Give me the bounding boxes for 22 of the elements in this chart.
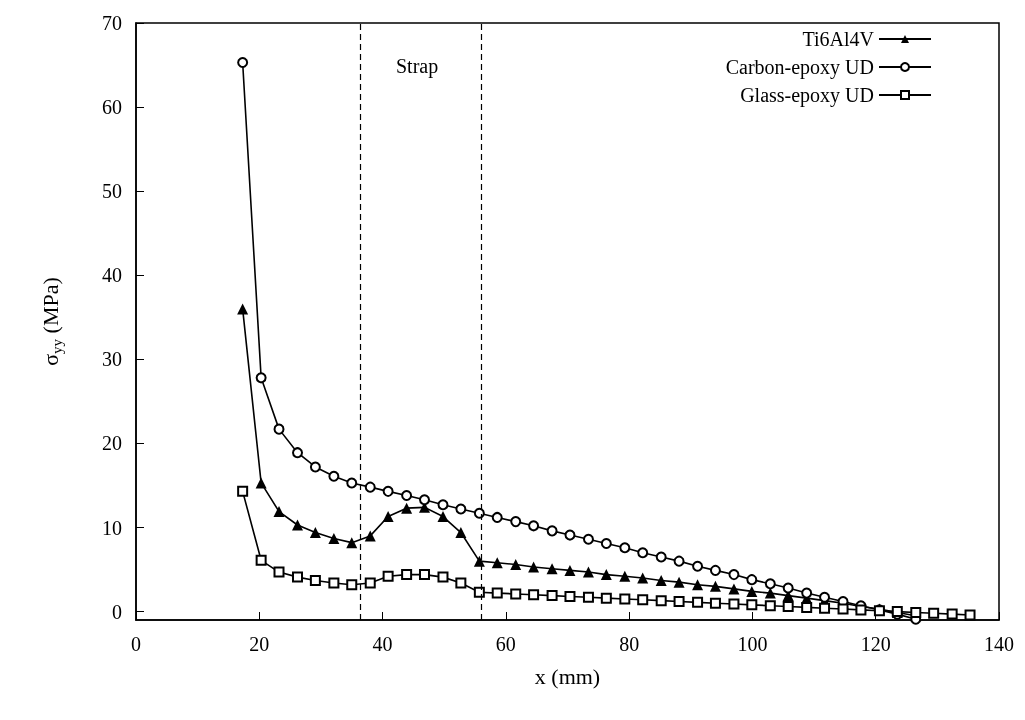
y-tick-label: 70 <box>102 12 122 34</box>
y-tick-label: 0 <box>112 600 122 623</box>
y-tick-label: 10 <box>102 516 122 539</box>
x-tick-label: 40 <box>372 633 393 655</box>
y-tick-label: 40 <box>102 264 122 287</box>
legend-label: Ti6Al4V <box>802 28 875 50</box>
x-tick-label: 140 <box>984 633 1014 655</box>
y-axis-title: σyy (MPa) <box>38 277 65 366</box>
x-axis-title: x (mm) <box>534 663 601 689</box>
x-tick-label: 80 <box>619 633 640 655</box>
y-tick-label: 50 <box>102 180 122 203</box>
x-tick-label: 120 <box>860 633 891 655</box>
y-tick-label: 30 <box>102 348 122 371</box>
legend-label: Glass-epoxy UD <box>740 84 874 107</box>
annotation: Strap <box>396 55 439 78</box>
x-tick-label: 100 <box>737 633 768 655</box>
x-tick-label: 20 <box>249 633 270 655</box>
x-tick-label: 0 <box>131 633 141 655</box>
y-tick-label: 60 <box>102 96 122 119</box>
y-tick-label: 20 <box>102 432 122 455</box>
legend-label: Carbon-epoxy UD <box>725 56 874 79</box>
x-tick-label: 60 <box>495 633 516 655</box>
